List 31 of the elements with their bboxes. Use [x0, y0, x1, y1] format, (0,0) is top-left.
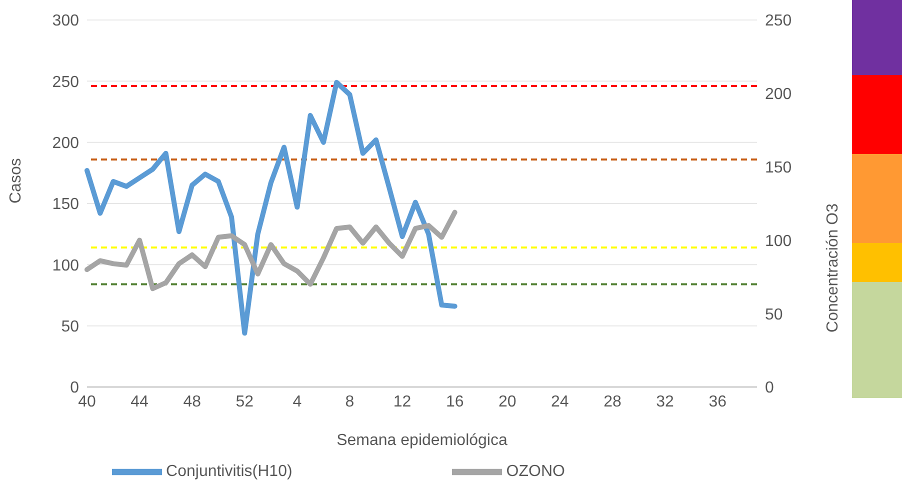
x-tick-label: 48 [183, 393, 202, 410]
x-tick-label: 16 [446, 393, 464, 410]
x-tick-label: 24 [551, 393, 569, 410]
legend-label: OZONO [506, 463, 565, 480]
x-tick-label: 52 [236, 393, 254, 410]
y2-tick-label: 0 [765, 380, 774, 397]
x-tick-label: 20 [498, 393, 516, 410]
y-tick-label: 100 [52, 257, 80, 274]
x-tick-label: 8 [345, 393, 354, 410]
y-tick-label: 200 [52, 135, 80, 152]
legend-label: Conjuntivitis(H10) [166, 463, 292, 480]
x-tick-label: 4 [292, 393, 302, 410]
y2-axis-title: Concentración O3 [824, 203, 842, 332]
y-tick-label: 250 [52, 74, 80, 91]
x-tick-label: 32 [656, 393, 674, 410]
y-tick-label: 50 [61, 318, 80, 336]
x-tick-label: 28 [604, 393, 622, 410]
y-tick-label: 150 [52, 196, 80, 214]
y2-tick-label: 200 [765, 86, 792, 104]
y-tick-label: 0 [70, 380, 80, 397]
y2-tick-label: 100 [765, 232, 792, 250]
x-tick-label: 44 [130, 393, 149, 410]
x-axis-title: Semana epidemiológica [336, 432, 508, 449]
x-tick-label: 40 [78, 393, 96, 410]
x-tick-label: 12 [393, 393, 412, 410]
x-tick-label: 36 [708, 393, 727, 410]
y2-tick-label: 50 [765, 306, 783, 324]
y-axis-title: Casos [8, 158, 25, 204]
y-tick-label: 300 [52, 12, 80, 30]
y2-tick-label: 250 [765, 12, 792, 30]
y2-tick-label: 150 [765, 159, 792, 176]
